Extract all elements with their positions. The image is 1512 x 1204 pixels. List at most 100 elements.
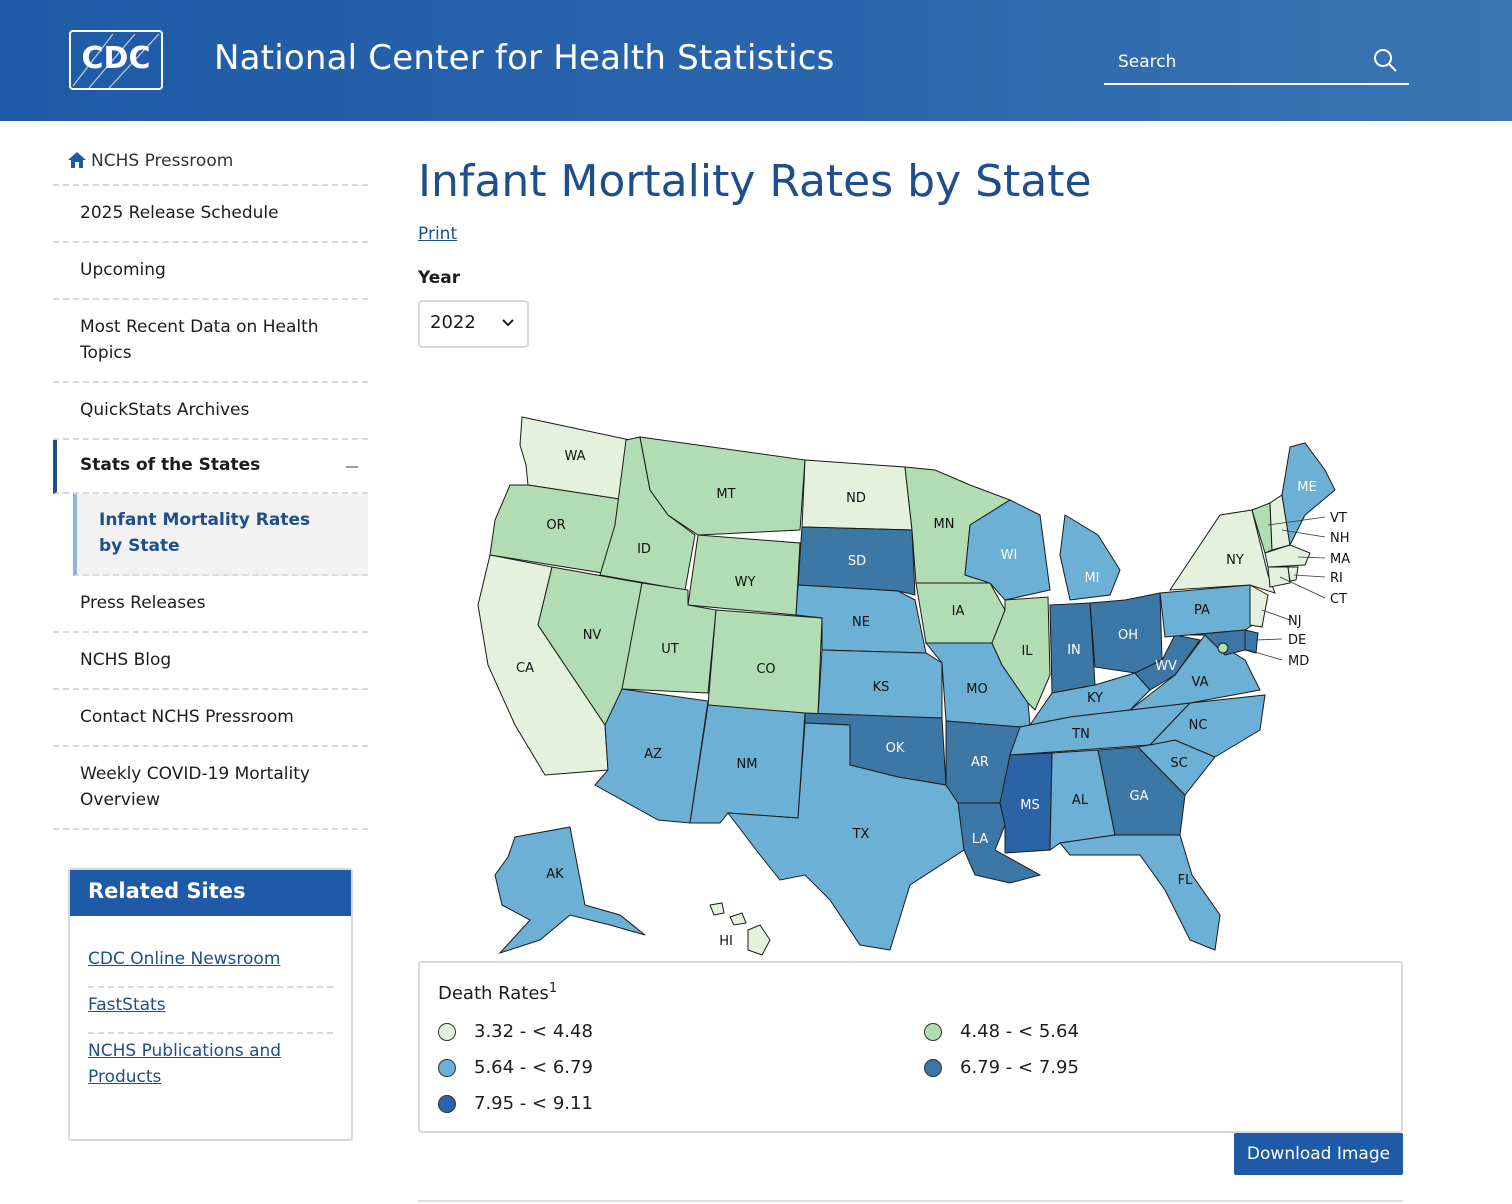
state-nj[interactable] [1249,584,1269,628]
svg-text:KY: KY [1087,691,1103,706]
svg-text:AK: AK [546,867,564,882]
sidebar-item-quickstats[interactable]: QuickStats Archives [53,383,368,440]
legend-swatch [438,1094,456,1113]
sidebar-item-infant-mortality[interactable]: Infant Mortality Rates by State [73,494,368,576]
svg-text:GA: GA [1130,789,1149,804]
legend-item: 5.64 - < 6.79 [438,1057,593,1078]
chevron-down-icon [502,319,514,327]
cdc-logo[interactable]: CDC [69,30,163,90]
state-fl[interactable] [1059,834,1221,951]
state-callouts: VT NH MA RI CT NJ DE MD [1247,511,1350,669]
svg-text:TX: TX [852,827,870,842]
related-sites-panel: Related Sites CDC Online Newsroom FastSt… [68,868,353,1141]
svg-text:MN: MN [934,517,955,532]
legend-swatch [438,1022,456,1041]
sidebar-item-upcoming[interactable]: Upcoming [53,243,368,300]
site-title[interactable]: National Center for Health Statistics [214,38,835,78]
svg-text:CT: CT [1330,592,1347,607]
legend-item: 4.48 - < 5.64 [924,1021,1079,1042]
svg-text:OK: OK [886,741,905,756]
svg-text:KS: KS [873,680,890,695]
state-mi[interactable] [1059,514,1121,601]
svg-text:NM: NM [737,757,758,772]
legend-item: 6.79 - < 7.95 [924,1057,1079,1078]
state-sd[interactable] [797,526,916,596]
page-title: Infant Mortality Rates by State [418,156,1092,207]
sidebar-item-contact[interactable]: Contact NCHS Pressroom [53,690,368,747]
state-az[interactable] [594,688,709,824]
legend-swatch [438,1058,456,1077]
related-link-cdc-newsroom[interactable]: CDC Online Newsroom [88,949,281,969]
state-ak[interactable] [494,826,646,955]
logo-text: CDC [82,41,151,76]
state-dc[interactable] [1217,642,1229,654]
search-box [1104,40,1409,85]
state-ga[interactable] [1097,746,1186,836]
svg-text:NH: NH [1330,531,1350,546]
sidebar-item-stats-of-states[interactable]: Stats of the States [53,440,368,494]
related-link-faststats[interactable]: FastStats [88,995,166,1015]
svg-text:IA: IA [952,604,965,619]
state-ks[interactable] [817,649,943,719]
sidebar-item-press-releases[interactable]: Press Releases [53,576,368,633]
collapse-icon[interactable] [346,466,358,468]
download-image-button[interactable]: Download Image [1234,1133,1403,1175]
sidebar-item-label: Stats of the States [80,455,261,475]
state-me[interactable] [1281,442,1336,547]
svg-text:SD: SD [848,554,866,569]
year-select[interactable]: 2022 [418,300,529,348]
svg-text:VA: VA [1192,675,1209,690]
sidebar-item-nchs-pressroom[interactable]: NCHS Pressroom [53,138,368,186]
related-sites-title: Related Sites [70,870,351,916]
year-value: 2022 [430,312,476,333]
state-ct[interactable] [1267,566,1291,588]
state-ma[interactable] [1264,544,1311,568]
sidebar-item-release-schedule[interactable]: 2025 Release Schedule [53,186,368,243]
sidebar-item-recent-data[interactable]: Most Recent Data on Health Topics [53,300,368,383]
state-ri[interactable] [1287,566,1299,582]
svg-text:WI: WI [1001,548,1018,563]
svg-text:RI: RI [1330,571,1343,586]
svg-text:IN: IN [1067,643,1081,658]
home-icon [68,152,86,168]
legend-footnote: 1 [548,981,558,996]
svg-text:MD: MD [1288,654,1309,669]
state-wv[interactable] [1134,634,1201,691]
state-hi[interactable] [709,902,771,956]
search-icon[interactable] [1370,46,1400,76]
legend-item: 7.95 - < 9.11 [438,1093,593,1114]
state-tx[interactable] [726,722,965,951]
svg-text:WV: WV [1155,659,1177,674]
svg-text:NJ: NJ [1288,614,1302,629]
svg-text:NY: NY [1226,553,1244,568]
related-link-nchs-publications[interactable]: NCHS Publications and Products [88,1041,282,1087]
svg-text:CA: CA [516,661,534,676]
svg-text:AL: AL [1072,793,1089,808]
svg-text:FL: FL [1178,873,1193,888]
map-legend: Death Rates1 3.32 - < 4.48 4.48 - < 5.64… [418,961,1403,1133]
us-choropleth-map: WA OR CA ID NV MT WY UT CO AZ NM ND SD N… [477,416,1350,956]
svg-text:AZ: AZ [644,747,662,762]
svg-text:DE: DE [1288,633,1306,648]
svg-text:IL: IL [1021,644,1033,659]
legend-swatch [924,1022,942,1041]
svg-text:ME: ME [1297,480,1316,495]
state-il[interactable] [991,596,1051,711]
svg-text:OR: OR [546,518,565,533]
divider [418,1200,1403,1202]
svg-text:MO: MO [966,682,987,697]
svg-text:WA: WA [564,449,585,464]
state-de[interactable] [1244,629,1259,654]
legend-swatch [924,1058,942,1077]
sidebar-item-covid-overview[interactable]: Weekly COVID-19 Mortality Overview [53,747,368,830]
state-pa[interactable] [1159,584,1261,638]
svg-text:MT: MT [716,487,735,502]
year-label: Year [418,268,461,288]
search-input[interactable] [1118,48,1358,76]
state-labels: WA OR CA ID NV MT WY UT CO AZ NM ND SD N… [516,449,1317,949]
print-link[interactable]: Print [418,224,458,244]
site-header: CDC National Center for Health Statistic… [0,0,1512,121]
sidebar-item-nchs-blog[interactable]: NCHS Blog [53,633,368,690]
state-wi[interactable] [964,499,1051,601]
state-md[interactable] [1189,629,1246,656]
